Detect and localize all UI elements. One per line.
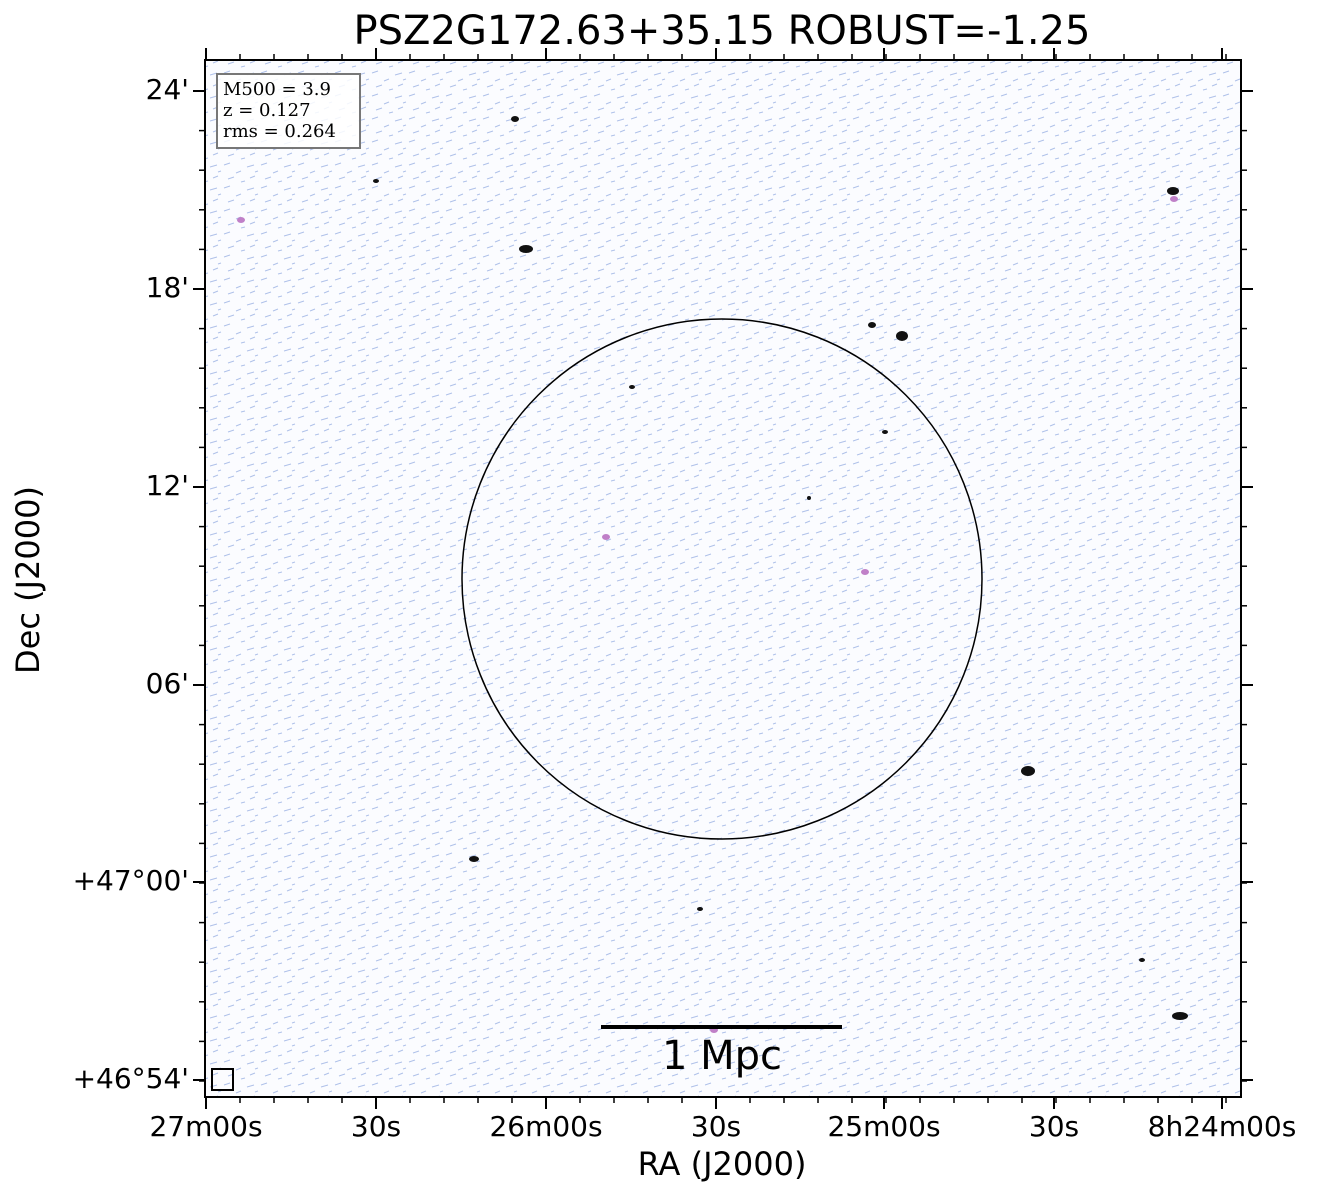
frame [204,59,1242,1098]
x-axis-label: RA (J2000) [638,1145,807,1183]
source [1172,1012,1188,1020]
image-noise [205,60,1241,1097]
y-tick-label: +46°54' [73,1062,189,1095]
source [1021,766,1035,776]
title: PSZ2G172.63+35.15 ROBUST=-1.25 [354,8,1091,54]
source [882,430,888,434]
source-faint [602,534,610,540]
source [1167,187,1179,195]
source [469,856,479,862]
source [896,331,908,341]
source-faint [861,569,869,575]
source [697,907,703,911]
info-line: rms = 0.264 [223,121,336,142]
scale-bar-label: 1 Mpc [662,1033,782,1079]
source [511,116,519,122]
x-tick-label: 30s [1029,1110,1079,1143]
y-tick-label: 12' [146,469,189,502]
sources [237,116,1188,1033]
source [868,322,876,328]
x-tick-label: 8h24m00s [1148,1110,1297,1143]
y-tick-label: 06' [146,667,189,700]
source-faint [1170,196,1178,202]
x-tick-label: 30s [691,1110,741,1143]
x-tick-label: 25m00s [827,1110,940,1143]
x-tick-label: 26m00s [489,1110,602,1143]
info-box [216,73,361,149]
source [1139,958,1145,962]
x-tick-label: 30s [351,1110,401,1143]
source [807,496,811,500]
beam-box [211,1068,234,1091]
source [519,245,533,253]
info-line: z = 0.127 [223,100,311,121]
r500-circle [461,318,983,840]
y-axis-label: Dec (J2000) [9,486,47,674]
source-faint [237,217,245,223]
source [373,179,379,183]
y-tick-label: 18' [146,271,189,304]
source [629,385,635,389]
x-tick-label: 27m00s [149,1110,262,1143]
y-tick-label: 24' [146,73,189,106]
y-tick-label: +47°00' [73,864,189,897]
info-line: M500 = 3.9 [223,79,331,100]
